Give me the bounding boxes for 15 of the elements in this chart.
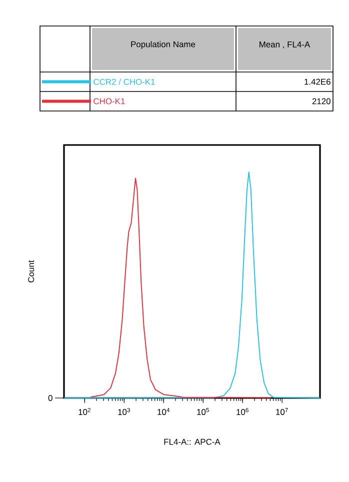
x-tick-label: 10$^{2}$ [78, 408, 90, 416]
x-tick-label: 10$^{5}$ [197, 408, 209, 415]
text: 0 [48, 395, 52, 401]
text: CCR2 / CHO-K1 [94, 78, 155, 85]
text: 2120 [312, 98, 330, 104]
y-axis-title: Count [28, 260, 34, 282]
x-tick-label: 10$^{7}$ [276, 408, 288, 415]
x-tick-label: 10$^{6}$ [236, 408, 248, 416]
x-tick-label: 10$^{4}$ [158, 408, 170, 415]
text: 1.42E6 [304, 78, 330, 85]
text: CHO-K1 [94, 98, 125, 104]
legend-title: Population Name [131, 41, 196, 49]
text: Mean , FL4-A [260, 42, 310, 48]
x-axis-title: FL4-A:: APC-A [164, 438, 220, 445]
x-tick-label: 10$^{3}$ [118, 408, 130, 416]
